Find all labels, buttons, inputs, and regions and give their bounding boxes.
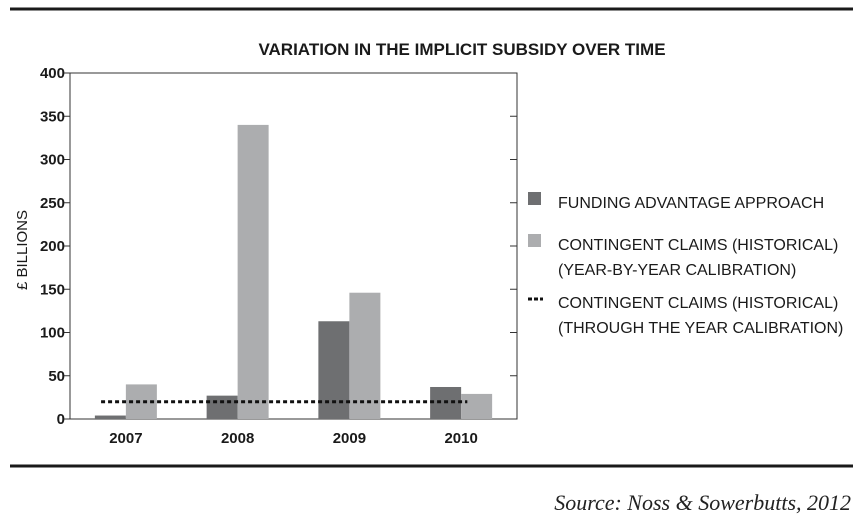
legend-label: (THROUGH THE YEAR CALIBRATION) [558,320,843,337]
legend-label: CONTINGENT CLAIMS (HISTORICAL) [558,295,838,312]
implicit-subsidy-chart: VARIATION IN THE IMPLICIT SUBSIDY OVER T… [0,0,863,530]
bar-2007-series-1 [95,416,126,419]
bar-2008-series-2 [238,125,269,419]
bar-2010-series-2 [461,394,492,419]
legend-label: (YEAR-BY-YEAR CALIBRATION) [558,262,796,279]
bar-2008-series-1 [207,396,238,419]
y-axis-label: £ BILLIONS [14,210,31,290]
legend-swatch-2 [528,234,541,247]
y-tick-label: 100 [40,325,65,342]
x-tick-label: 2010 [444,430,477,447]
y-tick-label: 250 [40,195,65,212]
legend-label: FUNDING ADVANTAGE APPROACH [558,195,824,212]
x-tick-label: 2008 [221,430,254,447]
y-tick-label: 400 [40,65,65,82]
bar-2009-series-2 [349,293,380,419]
bar-2009-series-1 [318,321,349,419]
legend-swatch-1 [528,192,541,205]
y-tick-label: 200 [40,238,65,255]
plot-frame [70,73,517,419]
y-tick-label: 350 [40,108,65,125]
y-tick-label: 150 [40,281,65,298]
source-caption: Source: Noss & Sowerbutts, 2012 [554,490,851,516]
x-tick-label: 2009 [333,430,366,447]
chart-title: VARIATION IN THE IMPLICIT SUBSIDY OVER T… [258,40,665,59]
x-tick-label: 2007 [109,430,142,447]
y-tick-label: 300 [40,152,65,169]
y-tick-label: 50 [48,368,65,385]
legend-label: CONTINGENT CLAIMS (HISTORICAL) [558,237,838,254]
y-tick-label: 0 [57,411,65,428]
